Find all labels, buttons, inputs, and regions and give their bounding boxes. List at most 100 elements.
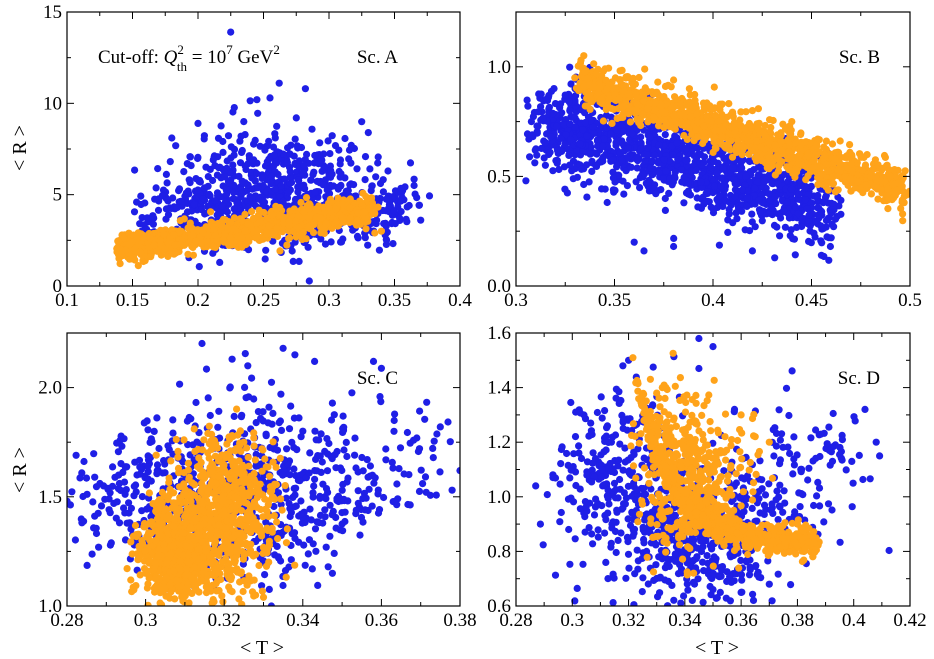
data-point-orange <box>755 119 763 127</box>
data-point-blue <box>169 429 177 437</box>
data-point-blue <box>528 131 536 139</box>
data-point-blue <box>566 120 574 128</box>
data-point-orange <box>199 229 207 237</box>
data-point-blue <box>805 237 813 245</box>
data-point-blue <box>151 195 159 203</box>
data-point-orange <box>890 166 899 174</box>
data-point-orange <box>156 237 164 245</box>
data-point-blue <box>670 234 678 242</box>
data-point-orange <box>841 153 849 161</box>
data-point-blue <box>308 125 316 133</box>
panel-annotation: Sc. A <box>357 47 398 68</box>
data-point-blue <box>158 192 166 200</box>
data-point-blue <box>361 176 369 184</box>
data-point-orange <box>188 224 196 232</box>
data-point-blue <box>758 217 766 225</box>
data-point-blue <box>268 172 276 180</box>
data-point-blue <box>180 168 188 176</box>
data-point-orange <box>693 110 701 119</box>
data-point-blue <box>140 419 148 427</box>
data-point-orange <box>357 199 365 207</box>
data-point-blue <box>665 157 674 165</box>
data-point-blue <box>583 193 591 201</box>
data-point-orange <box>886 172 895 181</box>
data-point-orange <box>821 151 829 159</box>
data-point-blue <box>820 198 829 206</box>
data-point-blue <box>162 170 170 178</box>
data-point-blue <box>569 175 577 183</box>
data-point-blue <box>367 187 375 195</box>
data-point-blue <box>632 178 640 186</box>
data-point-blue <box>397 184 405 192</box>
data-point-orange <box>147 253 155 261</box>
data-point-blue <box>765 190 773 198</box>
data-point-orange <box>862 181 870 189</box>
data-point-blue <box>211 197 219 205</box>
data-point-blue <box>138 493 146 501</box>
data-point-blue <box>780 207 788 215</box>
data-point-blue <box>324 137 332 145</box>
data-point-orange <box>587 93 595 101</box>
data-point-blue <box>698 183 706 191</box>
data-point-orange <box>706 102 714 110</box>
data-point-orange <box>831 155 839 163</box>
data-point-orange <box>744 137 752 145</box>
data-point-blue <box>673 139 681 147</box>
data-point-orange <box>633 93 641 101</box>
data-point-orange <box>114 237 122 245</box>
data-point-blue <box>717 174 725 182</box>
data-point-blue <box>266 94 274 102</box>
data-point-blue <box>748 247 757 255</box>
data-point-orange <box>603 85 611 93</box>
data-point-blue <box>262 246 270 254</box>
data-point-blue <box>553 122 561 130</box>
data-point-blue <box>660 156 668 164</box>
data-point-orange <box>641 84 649 92</box>
data-point-blue <box>680 199 688 207</box>
data-point-blue <box>413 194 421 202</box>
panel-annotation: Sc. B <box>839 47 880 68</box>
data-point-blue <box>410 181 418 190</box>
data-point-orange <box>797 129 805 137</box>
data-point-blue <box>527 118 536 126</box>
data-point-orange <box>707 117 715 125</box>
data-point-blue <box>383 228 391 236</box>
data-point-orange <box>599 117 608 125</box>
data-point-orange <box>654 78 662 86</box>
data-point-orange <box>728 123 736 131</box>
points-layer <box>113 28 434 285</box>
data-point-blue <box>389 240 397 248</box>
data-point-orange <box>226 233 234 241</box>
data-point-orange <box>305 200 313 208</box>
data-point-blue <box>743 202 751 210</box>
data-point-orange <box>778 146 786 155</box>
data-point-blue <box>227 143 235 151</box>
data-point-blue <box>546 148 554 156</box>
data-point-blue <box>647 164 655 172</box>
data-point-orange <box>297 198 305 207</box>
data-point-blue <box>566 161 574 169</box>
data-point-blue <box>730 176 738 184</box>
data-point-blue <box>652 190 660 198</box>
data-point-orange <box>860 153 868 161</box>
data-point-blue <box>637 145 645 153</box>
data-point-blue <box>636 184 644 192</box>
data-point-orange <box>784 155 792 163</box>
data-point-blue <box>748 218 756 226</box>
y-tick-label: 0 <box>53 276 63 297</box>
data-point-blue <box>121 509 129 517</box>
data-point-blue <box>331 142 340 150</box>
data-point-blue <box>643 151 652 159</box>
data-point-orange <box>639 90 648 98</box>
data-point-blue <box>275 79 283 87</box>
data-point-blue <box>557 134 565 143</box>
data-point-blue <box>186 153 194 161</box>
data-point-orange <box>691 96 699 104</box>
data-point-blue <box>202 163 210 171</box>
data-point-orange <box>218 223 226 231</box>
data-point-blue <box>188 207 196 215</box>
data-point-orange <box>726 146 734 154</box>
data-point-blue <box>545 103 554 111</box>
data-point-orange <box>145 243 153 251</box>
data-point-blue <box>358 118 366 126</box>
